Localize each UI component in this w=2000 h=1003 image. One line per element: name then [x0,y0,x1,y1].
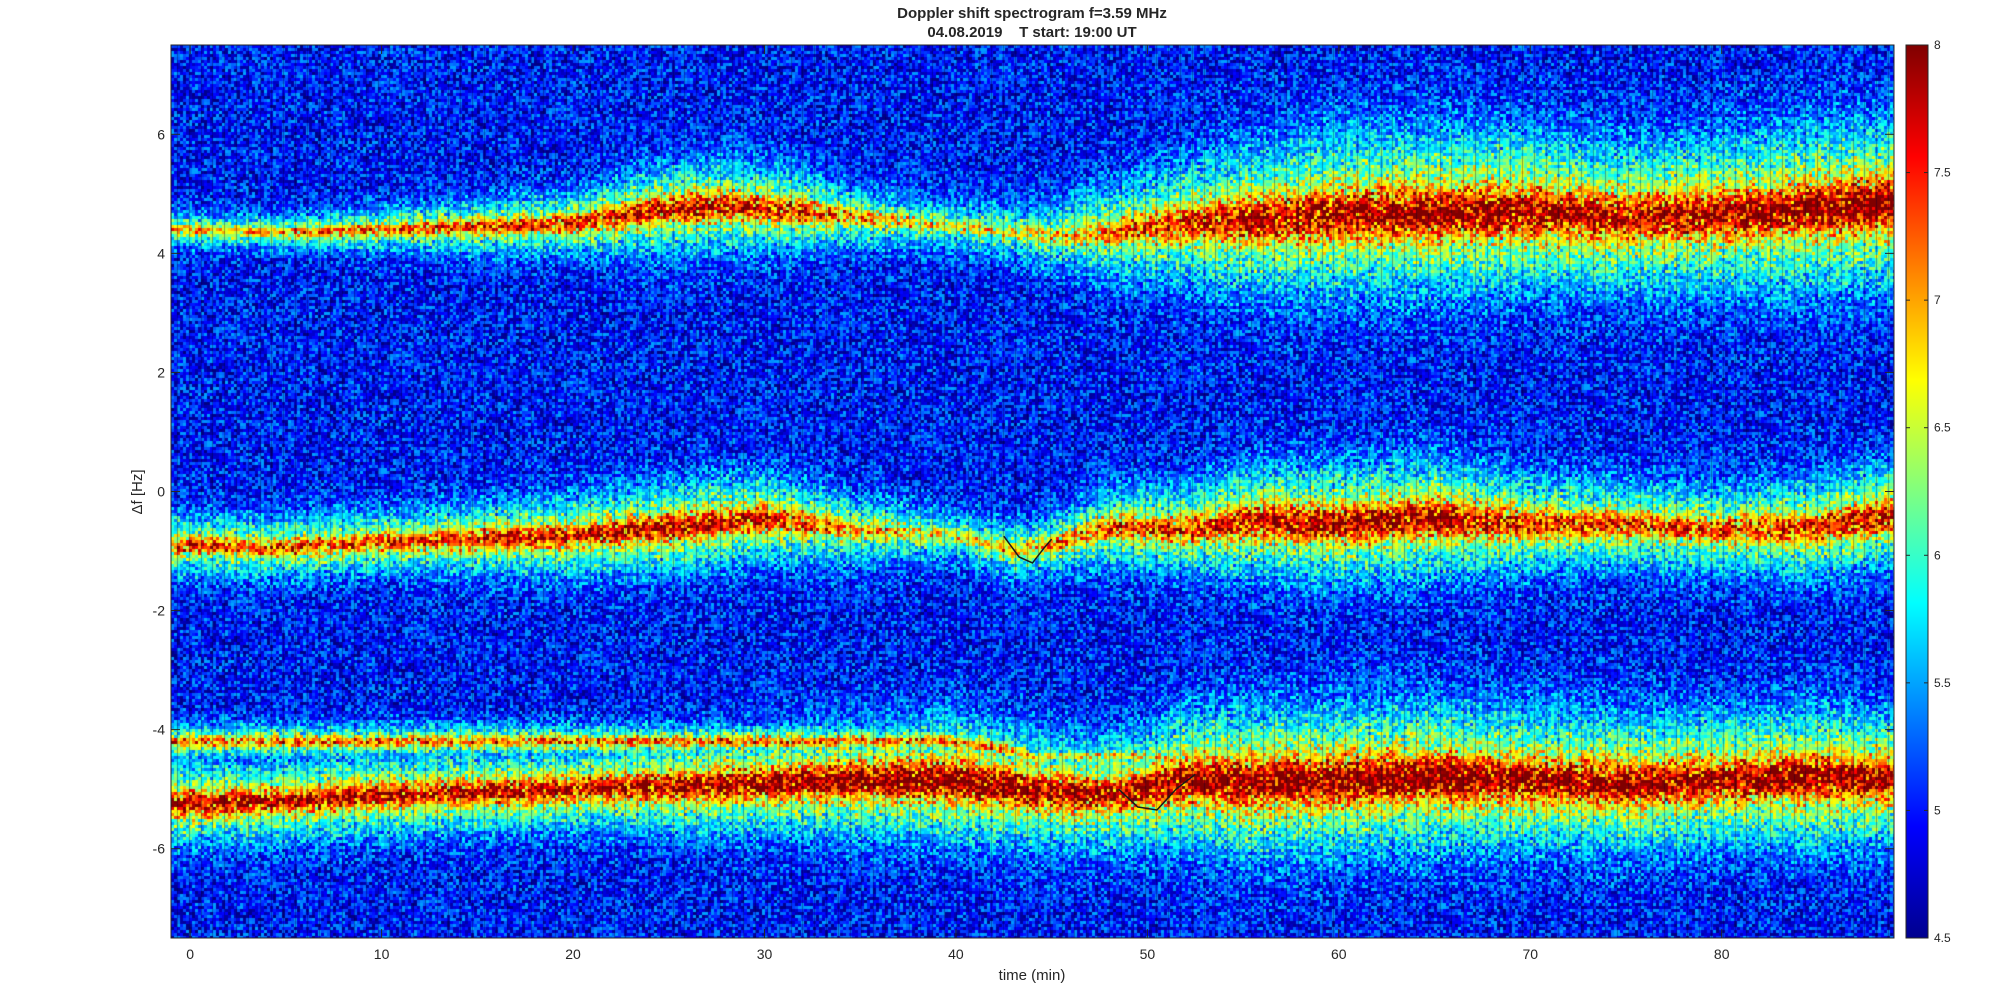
chart-title-line1: Doppler shift spectrogram f=3.59 MHz [897,5,1167,22]
x-tick-label: 70 [1522,946,1538,962]
plot-area [170,44,1895,939]
x-tick-label: 30 [757,946,773,962]
x-tick-label: 80 [1714,946,1730,962]
chart-title: Doppler shift spectrogram f=3.59 MHz 04.… [897,5,1167,41]
y-tick-label: -4 [153,722,166,738]
colorbar: 4.5 5 5.5 6 6.5 7 7.5 8 [1905,38,1951,945]
y-axis: -6 -4 -2 0 2 4 6 [153,126,1894,857]
chart-title-line2: 04.08.2019 T start: 19:00 UT [927,24,1136,41]
colorbar-tick-label: 6.5 [1934,421,1951,435]
y-tick-label: 0 [157,484,165,500]
y-tick-label: 4 [157,245,165,261]
x-tick-label: 50 [1140,946,1156,962]
x-tick-label: 10 [374,946,390,962]
colorbar-ticks: 4.5 5 5.5 6 6.5 7 7.5 8 [1906,38,1951,945]
traced-line-2 [1118,773,1196,811]
colorbar-tick-label: 7.5 [1934,166,1951,180]
traced-line-1 [1003,535,1053,564]
spectrogram-heatmap [171,45,1894,938]
colorbar-tick-label: 5 [1934,803,1941,817]
y-axis-label: Δf [Hz] [129,469,146,514]
y-tick-label: -2 [153,603,166,619]
y-tick-label: 6 [157,126,165,142]
y-tick-label: -6 [153,841,166,857]
colorbar-tick-label: 8 [1934,38,1941,52]
x-axis: 0 10 20 30 40 50 60 70 80 [186,45,1730,962]
colorbar-tick-label: 5.5 [1934,676,1951,690]
y-tick-label: 2 [157,364,165,380]
colorbar-gradient [1905,44,1929,939]
colorbar-tick-label: 4.5 [1934,931,1951,945]
x-tick-label: 40 [948,946,964,962]
traced-lines [1003,535,1196,811]
colorbar-tick-label: 7 [1934,293,1941,307]
x-tick-label: 60 [1331,946,1347,962]
x-tick-label: 0 [186,946,194,962]
colorbar-tick-label: 6 [1934,548,1941,562]
x-axis-label: time (min) [999,967,1066,984]
x-tick-label: 20 [565,946,581,962]
